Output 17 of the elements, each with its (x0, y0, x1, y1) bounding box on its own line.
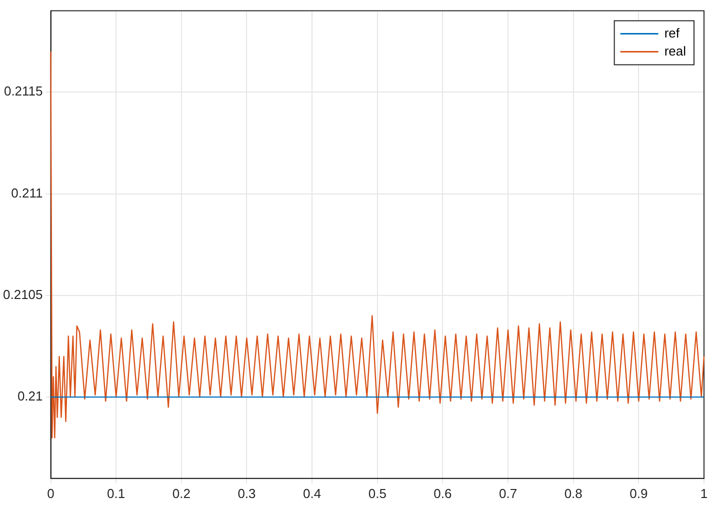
x-tick-label: 1 (700, 486, 708, 501)
x-tick-label: 0.6 (434, 486, 452, 501)
x-tick-label: 0 (47, 486, 54, 501)
x-tick-label: 0.3 (238, 486, 256, 501)
x-tick-label: 0.7 (498, 486, 518, 501)
y-tick-label: 0.2105 (2, 287, 43, 302)
x-tick-label: 0.1 (107, 486, 126, 501)
y-tick-label: 0.211 (11, 185, 43, 200)
x-tick-label: 0.4 (303, 486, 322, 501)
legend-label: real (664, 43, 686, 58)
x-tick-label: 0.2 (172, 486, 190, 501)
x-tick-label: 0.9 (630, 486, 648, 501)
x-tick-label: 0.5 (368, 486, 386, 501)
x-tick-label: 0.8 (564, 486, 582, 501)
y-tick-label: 0.2115 (4, 84, 43, 99)
legend-label: ref (664, 25, 680, 40)
y-tick-label: 0.21 (17, 388, 43, 404)
